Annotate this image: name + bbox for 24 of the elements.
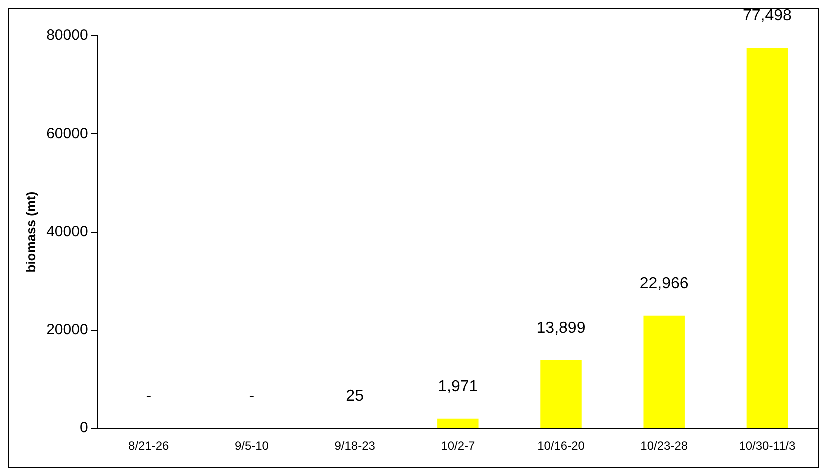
data-label: - xyxy=(146,388,152,406)
data-label: 1,971 xyxy=(438,378,478,396)
y-tick-label: 60000 xyxy=(46,125,88,142)
bar xyxy=(644,316,685,428)
x-tick-label: 9/18-23 xyxy=(334,439,376,454)
y-tick-label: 0 xyxy=(80,420,88,437)
data-label: 77,498 xyxy=(742,8,792,25)
bar xyxy=(540,360,582,428)
y-axis-title: biomass (mt) xyxy=(23,192,38,273)
x-tick-label: 9/5-10 xyxy=(234,439,270,454)
data-label: - xyxy=(249,388,255,406)
bar xyxy=(746,48,788,428)
bar xyxy=(438,418,479,428)
x-tick-label: 10/2-7 xyxy=(441,439,476,454)
y-tick-label: 80000 xyxy=(46,27,88,44)
x-tick-label: 8/21-26 xyxy=(128,439,170,454)
x-tick-label: 10/23-28 xyxy=(640,439,688,454)
x-tick-label: 10/30-11/3 xyxy=(739,439,796,454)
data-label: 13,899 xyxy=(536,320,586,337)
y-tick-label: 20000 xyxy=(46,322,88,339)
x-tick-label: 10/16-20 xyxy=(538,439,586,454)
data-label: 22,966 xyxy=(640,275,689,292)
y-tick-label: 40000 xyxy=(46,223,88,240)
data-label: 25 xyxy=(346,388,364,405)
